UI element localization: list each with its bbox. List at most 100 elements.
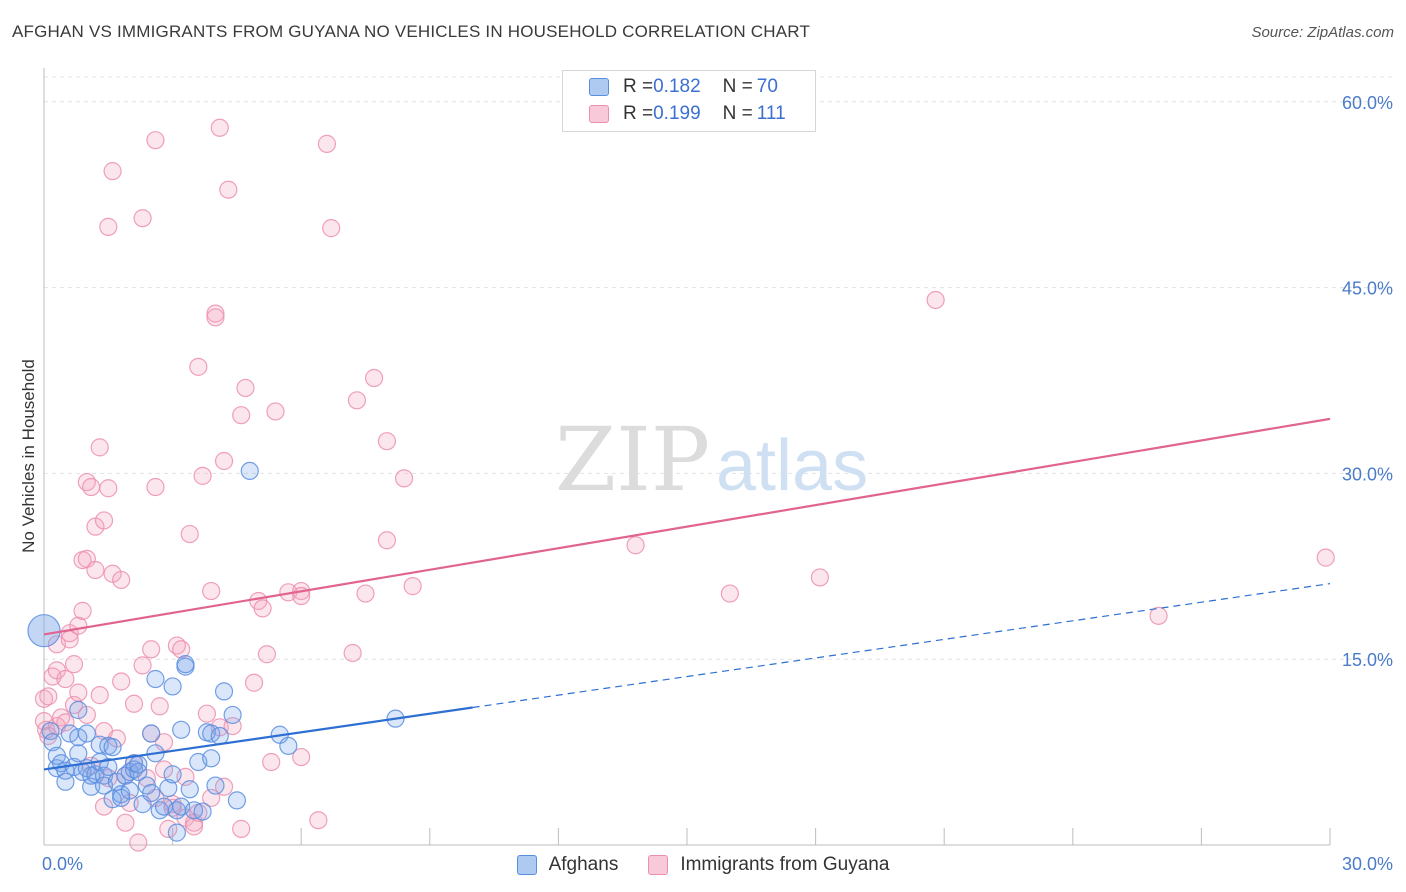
point-afghans [167, 823, 186, 842]
y-tick-label: 15.0% [1342, 650, 1393, 670]
y-tick-label: 30.0% [1342, 464, 1393, 484]
legend-item-guyana[interactable]: Immigrants from Guyana [648, 854, 889, 876]
point-guyana [206, 308, 225, 327]
point-guyana [377, 432, 397, 451]
point-afghans [180, 780, 199, 799]
point-guyana [926, 290, 945, 310]
point-guyana [150, 697, 169, 716]
point-afghans [206, 776, 225, 795]
legend-row-guyana: R = 0.199 N = 111 [589, 102, 786, 126]
point-afghans [69, 744, 88, 763]
point-guyana [1316, 548, 1335, 567]
legend-n-value: 111 [756, 103, 786, 124]
watermark-zip: ZIP [555, 408, 710, 511]
gridlines [44, 76, 1392, 660]
point-afghans [103, 738, 122, 757]
y-tick-label: 60.0% [1342, 93, 1393, 113]
point-afghans [176, 655, 195, 674]
point-guyana [112, 570, 131, 590]
legend-r-value: 0.182 [653, 76, 701, 97]
point-afghans [99, 757, 118, 777]
trend-lines [43, 417, 1331, 771]
point-guyana [124, 694, 144, 713]
chart-title: AFGHAN VS IMMIGRANTS FROM GUYANA NO VEHI… [12, 22, 811, 41]
point-guyana [193, 466, 212, 485]
point-afghans [43, 733, 62, 752]
point-guyana [343, 643, 362, 663]
point-guyana [142, 640, 161, 659]
point-guyana [103, 162, 122, 181]
x-tick-label: 0.0% [42, 854, 83, 874]
point-afghans [240, 461, 259, 481]
point-guyana [146, 131, 165, 150]
x-tick-label: 30.0% [1342, 854, 1393, 874]
point-guyana [197, 704, 216, 723]
legend-label-guyana: Immigrants from Guyana [680, 854, 890, 875]
point-guyana [184, 817, 204, 836]
point-guyana [133, 656, 152, 675]
point-guyana [236, 378, 255, 398]
point-guyana [112, 672, 131, 691]
y-tick-label: 45.0% [1342, 279, 1393, 299]
point-guyana [232, 406, 251, 425]
point-guyana [219, 180, 238, 199]
point-afghans [227, 791, 246, 810]
point-afghans [159, 778, 178, 798]
point-guyana [202, 581, 221, 601]
point-guyana [364, 368, 384, 388]
point-guyana [99, 217, 118, 236]
y-axis-label: No Vehicles in Household [19, 359, 38, 553]
point-afghans [163, 765, 182, 784]
point-afghans [120, 781, 139, 800]
point-guyana [266, 402, 285, 421]
legend-r-value: 0.199 [653, 103, 701, 124]
point-guyana [322, 219, 341, 238]
point-guyana [214, 451, 234, 471]
legend-r-label: R = [623, 103, 654, 124]
point-guyana [154, 760, 174, 779]
point-guyana [56, 713, 75, 732]
point-guyana [377, 531, 397, 550]
point-guyana [73, 601, 92, 620]
point-guyana [64, 655, 84, 674]
point-guyana [77, 705, 96, 725]
point-guyana [56, 669, 75, 689]
point-guyana [90, 438, 109, 457]
point-afghans [77, 724, 96, 743]
watermark-atlas: atlas [716, 426, 868, 506]
stats-legend: R = 0.182 N = 70 R = 0.199 N = 111 [562, 70, 816, 132]
legend-item-afghans[interactable]: Afghans [516, 854, 619, 876]
legend-r-label: R = [623, 76, 654, 97]
point-afghans [279, 736, 298, 756]
point-guyana [146, 477, 165, 497]
point-afghans [193, 802, 212, 821]
point-guyana [394, 469, 414, 488]
point-guyana [94, 511, 114, 530]
point-afghans [146, 669, 165, 689]
point-guyana [720, 584, 739, 603]
point-guyana [257, 645, 277, 664]
legend-n-label: N = [722, 103, 753, 124]
series-afghans-points [27, 461, 405, 842]
point-guyana [810, 568, 829, 587]
point-guyana [626, 536, 645, 555]
point-guyana [292, 747, 311, 767]
series-legend: Afghans Immigrants from Guyana [0, 852, 1406, 878]
point-guyana [90, 686, 109, 705]
axes [43, 68, 1331, 846]
point-guyana [39, 687, 58, 706]
legend-swatch-guyana [589, 105, 609, 123]
point-guyana [244, 673, 264, 692]
point-guyana [99, 479, 118, 498]
point-afghans [27, 614, 61, 648]
point-guyana [1149, 606, 1168, 625]
point-afghans [202, 749, 221, 768]
trend-line-afghans [43, 706, 473, 771]
point-guyana [232, 819, 251, 838]
point-afghans [129, 755, 148, 774]
point-afghans [214, 682, 234, 701]
point-guyana [172, 640, 191, 659]
tick-labels: 15.0% 30.0% 45.0% 60.0% 0.0% 30.0% [42, 93, 1393, 874]
legend-label-afghans: Afghans [548, 854, 619, 875]
source-credit: Source: ZipAtlas.com [1251, 24, 1394, 41]
